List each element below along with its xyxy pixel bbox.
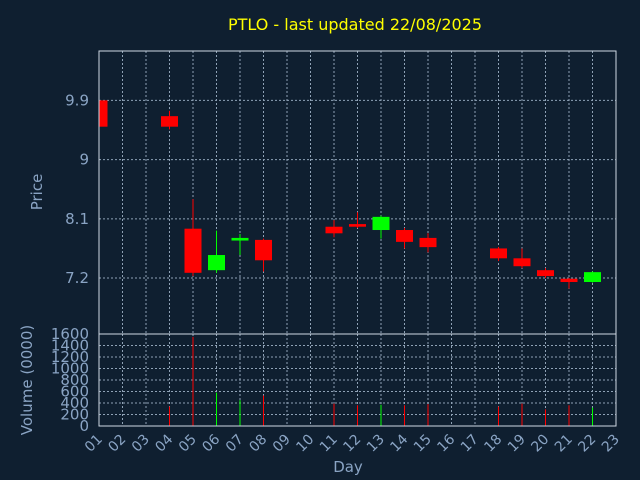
y-axis-label: Price xyxy=(28,174,46,211)
candle-19 xyxy=(513,248,531,269)
x-tick-label-11: 11 xyxy=(317,432,341,456)
volume-tick-label: 800 xyxy=(60,371,89,389)
volume-tick-label: 0 xyxy=(79,417,89,435)
x-tick-label-23: 23 xyxy=(599,432,623,456)
x-tick-label-06: 06 xyxy=(199,431,223,455)
candle-body xyxy=(161,116,178,127)
candle-21 xyxy=(560,278,578,289)
x-tick-label-16: 16 xyxy=(434,431,458,455)
candle-12 xyxy=(349,212,366,229)
price-tick-label: 8.1 xyxy=(65,210,89,228)
x-tick-label-18: 18 xyxy=(481,432,505,456)
x-tick-label-13: 13 xyxy=(364,432,388,456)
x-tick-label-04: 04 xyxy=(152,431,176,455)
x-tick-label-12: 12 xyxy=(340,432,364,456)
volume-plot-frame xyxy=(98,333,617,427)
candle-body xyxy=(349,224,366,227)
candle-body xyxy=(560,278,578,283)
candle-body xyxy=(255,239,272,261)
candle-body xyxy=(537,270,554,277)
candle-body xyxy=(231,237,249,241)
volume-tick-label: 1600 xyxy=(51,325,89,343)
volume-tick-label: 1400 xyxy=(51,337,89,355)
candle-20 xyxy=(537,268,554,279)
x-tick-label-21: 21 xyxy=(552,432,576,456)
volume-axis-label: Volume (0000) xyxy=(18,325,36,435)
x-tick-label-15: 15 xyxy=(411,432,435,456)
x-tick-label-05: 05 xyxy=(176,432,200,456)
candle-14 xyxy=(396,228,413,249)
candle-04 xyxy=(161,110,178,130)
x-tick-label-08: 08 xyxy=(246,432,270,456)
x-tick-label-10: 10 xyxy=(293,432,317,456)
candle-18 xyxy=(490,247,507,261)
candle-13 xyxy=(372,215,390,239)
candle-07 xyxy=(231,233,249,256)
x-tick-label-20: 20 xyxy=(528,432,552,456)
candle-body xyxy=(99,100,108,127)
candle-body xyxy=(208,255,225,271)
candle-05 xyxy=(184,199,202,277)
x-tick-label-02: 02 xyxy=(105,432,129,456)
x-tick-label-07: 07 xyxy=(223,432,247,456)
x-tick-label-03: 03 xyxy=(129,432,153,456)
candle-22 xyxy=(584,271,601,283)
candle-body xyxy=(325,226,343,234)
volume-tick-label: 400 xyxy=(60,394,89,412)
volume-tick-label: 600 xyxy=(60,383,89,401)
x-axis-label: Day xyxy=(333,458,363,476)
price-tick-label: 9 xyxy=(79,151,89,169)
candle-08 xyxy=(255,238,272,272)
volume-tick-label: 200 xyxy=(60,406,89,424)
x-tick-label-09: 09 xyxy=(270,432,294,456)
candle-body xyxy=(513,258,531,267)
x-tick-label-14: 14 xyxy=(387,431,411,455)
candle-body xyxy=(184,228,202,273)
candle-06 xyxy=(208,230,225,273)
volume-tick-label: 1200 xyxy=(51,348,89,366)
x-tick-label-01: 01 xyxy=(82,432,106,456)
candle-body xyxy=(419,237,437,248)
volume-bars xyxy=(169,336,593,426)
price-tick-label: 9.9 xyxy=(65,91,89,109)
price-tick-label: 7.2 xyxy=(65,269,89,287)
candle-body xyxy=(490,248,507,259)
candle-body xyxy=(372,216,390,231)
candle-15 xyxy=(419,233,437,253)
x-tick-label-19: 19 xyxy=(505,432,529,456)
candle-01 xyxy=(98,100,108,127)
candle-11 xyxy=(325,220,343,238)
candle-body xyxy=(396,230,413,242)
x-tick-label-17: 17 xyxy=(458,432,482,456)
volume-tick-label: 1000 xyxy=(51,360,89,378)
chart-title: PTLO - last updated 22/08/2025 xyxy=(228,15,482,34)
x-tick-label-22: 22 xyxy=(575,432,599,456)
price-grid xyxy=(98,51,617,334)
candle-body xyxy=(584,272,601,283)
candles xyxy=(98,100,601,289)
